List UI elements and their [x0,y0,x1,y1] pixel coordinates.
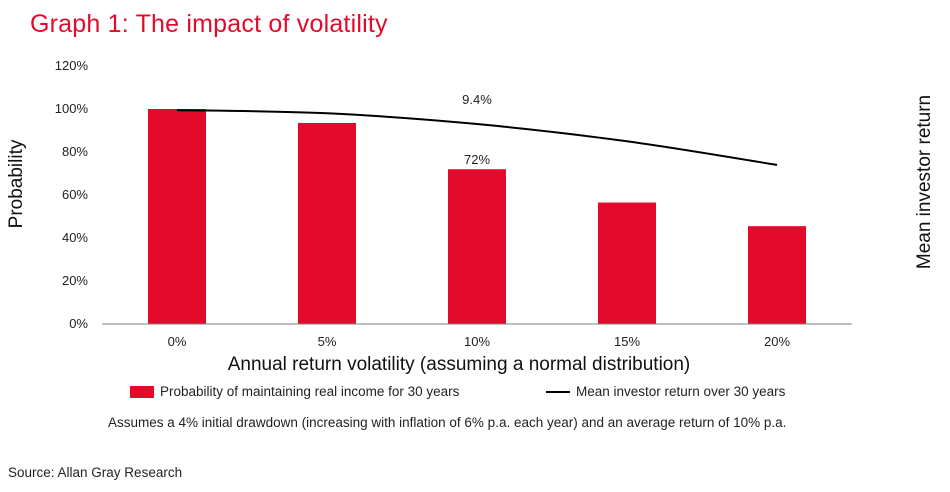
chart: 0% 20% 40% 60% 80% 100% 120% 0% 5% 10% 15% 20% 72%… [6,58,935,375]
x-axis-title: Annual return volatility (assuming a nor… [228,354,691,375]
y-tick-label: 0% [69,316,88,331]
y-tick-label: 80% [62,144,88,159]
y-axis-title: Probability [6,139,27,228]
y-tick-label: 120% [55,58,89,73]
bar [748,226,806,324]
x-tick-label: 15% [614,334,640,349]
line-series [176,109,778,166]
chart-title: Graph 1: The impact of volatility [30,10,388,38]
legend-label-bar: Probability of maintaining real income f… [160,384,460,399]
bar-series [148,109,806,324]
x-tick-label: 10% [464,334,490,349]
legend-label-line: Mean investor return over 30 years [576,384,786,399]
y-tick-label: 60% [62,187,88,202]
x-axis-ticks: 0% 5% 10% 15% 20% [168,334,791,349]
source-note: Source: Allan Gray Research [8,465,183,480]
legend-swatch-line [546,390,570,393]
y-tick-label: 20% [62,273,88,288]
y-tick-label: 100% [55,101,89,116]
data-label: 9.4% [462,92,492,107]
data-labels: 72% 9.4% [462,92,492,167]
bar [448,169,506,324]
x-tick-label: 5% [318,334,337,349]
data-label: 72% [464,152,490,167]
legend-swatch-bar [130,385,154,398]
y-axis-ticks: 0% 20% 40% 60% 80% 100% 120% [55,58,89,331]
legend-item-line: Mean investor return over 30 years [546,384,785,399]
y2-axis-title: Mean investor return [914,95,935,269]
chart-note: Assumes a 4% initial drawdown (increasin… [108,415,787,430]
legend: Probability of maintaining real income f… [0,384,950,402]
legend-item-bar: Probability of maintaining real income f… [130,384,459,399]
bar [298,122,356,324]
x-tick-label: 20% [764,334,790,349]
y-tick-label: 40% [62,230,88,245]
x-tick-label: 0% [168,334,187,349]
bar [598,202,656,324]
bar [148,109,206,324]
